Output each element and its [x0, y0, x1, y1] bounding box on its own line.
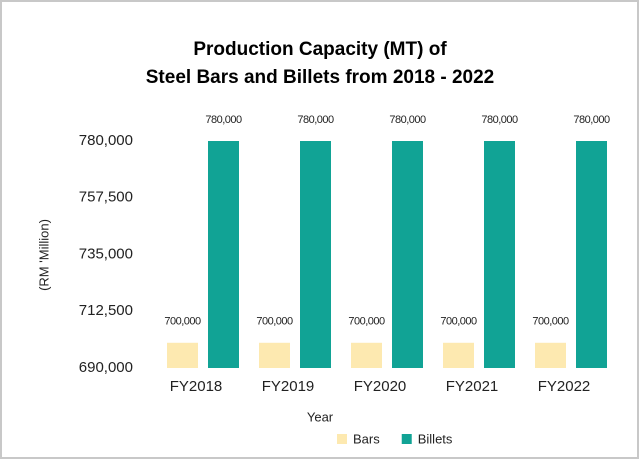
y-axis-title: (RM 'Million) — [36, 219, 51, 291]
value-label: 700,000 — [256, 316, 293, 328]
bar — [300, 141, 331, 368]
y-tick-label: 757,500 — [79, 189, 133, 206]
x-axis-title: Year — [307, 409, 334, 424]
value-label: 780,000 — [205, 114, 242, 126]
y-tick-label: 690,000 — [79, 359, 133, 376]
x-tick-label: FY2018 — [170, 378, 223, 395]
x-tick-label: FY2021 — [446, 378, 499, 395]
bar — [351, 342, 382, 368]
legend-swatch — [337, 434, 347, 444]
bar — [484, 141, 515, 368]
value-label: 700,000 — [348, 316, 385, 328]
value-label: 700,000 — [532, 316, 569, 328]
x-tick-label: FY2019 — [262, 378, 315, 395]
bar — [259, 342, 290, 368]
value-label: 780,000 — [573, 114, 610, 126]
value-label: 780,000 — [297, 114, 334, 126]
bar — [443, 342, 474, 368]
x-tick-label: FY2022 — [538, 378, 591, 395]
legend-swatch — [401, 434, 412, 444]
legend-label: Billets — [418, 431, 453, 446]
value-label: 780,000 — [389, 114, 426, 126]
bar — [576, 141, 607, 368]
y-tick-label: 712,500 — [79, 302, 133, 319]
value-label: 700,000 — [440, 316, 477, 328]
bar — [392, 141, 423, 368]
legend-label: Bars — [353, 431, 380, 446]
y-tick-label: 735,000 — [79, 245, 133, 262]
bar — [167, 342, 198, 368]
bar — [208, 141, 239, 368]
chart-title: Production Capacity (MT) of — [193, 39, 447, 60]
x-tick-label: FY2020 — [354, 378, 407, 395]
bar — [535, 342, 566, 368]
value-label: 700,000 — [164, 316, 201, 328]
chart-title: Steel Bars and Billets from 2018 - 2022 — [146, 67, 495, 88]
y-tick-label: 780,000 — [79, 132, 133, 149]
value-label: 780,000 — [481, 114, 518, 126]
